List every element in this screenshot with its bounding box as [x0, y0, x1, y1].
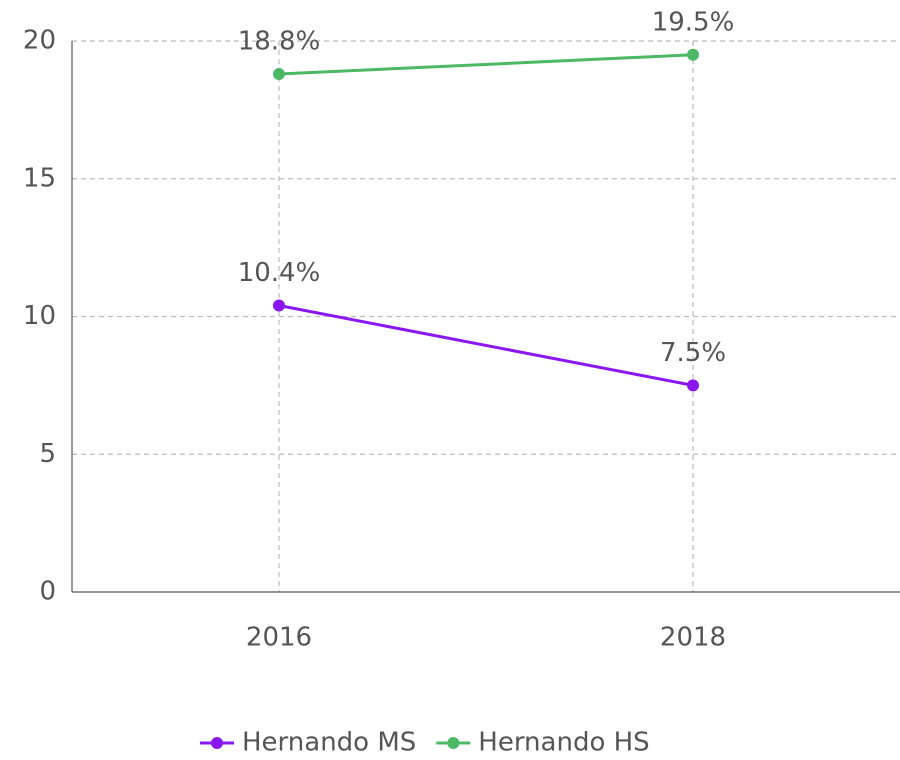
data-label: 7.5% [660, 338, 726, 368]
point [687, 48, 699, 61]
legend-swatch [447, 737, 460, 749]
y-tick-label: 20 [23, 26, 56, 56]
legend-label: Hernando HS [478, 728, 649, 757]
x-tick-label: 2018 [660, 623, 726, 653]
point [273, 299, 285, 312]
line [278, 53, 694, 76]
point [687, 379, 699, 392]
y-tick-label: 0 [39, 577, 56, 607]
legend-swatch [211, 737, 223, 749]
line [278, 304, 694, 387]
data-label: 10.4% [238, 258, 321, 288]
y-tick-label: 10 [23, 301, 56, 331]
x-tick-label: 2016 [246, 623, 312, 653]
data-label: 18.8% [238, 27, 321, 57]
y-tick-label: 15 [23, 163, 56, 193]
legend-label: Hernando MS [242, 728, 416, 757]
point [273, 68, 285, 81]
data-label: 19.5% [652, 7, 735, 37]
y-tick-label: 5 [39, 439, 56, 469]
